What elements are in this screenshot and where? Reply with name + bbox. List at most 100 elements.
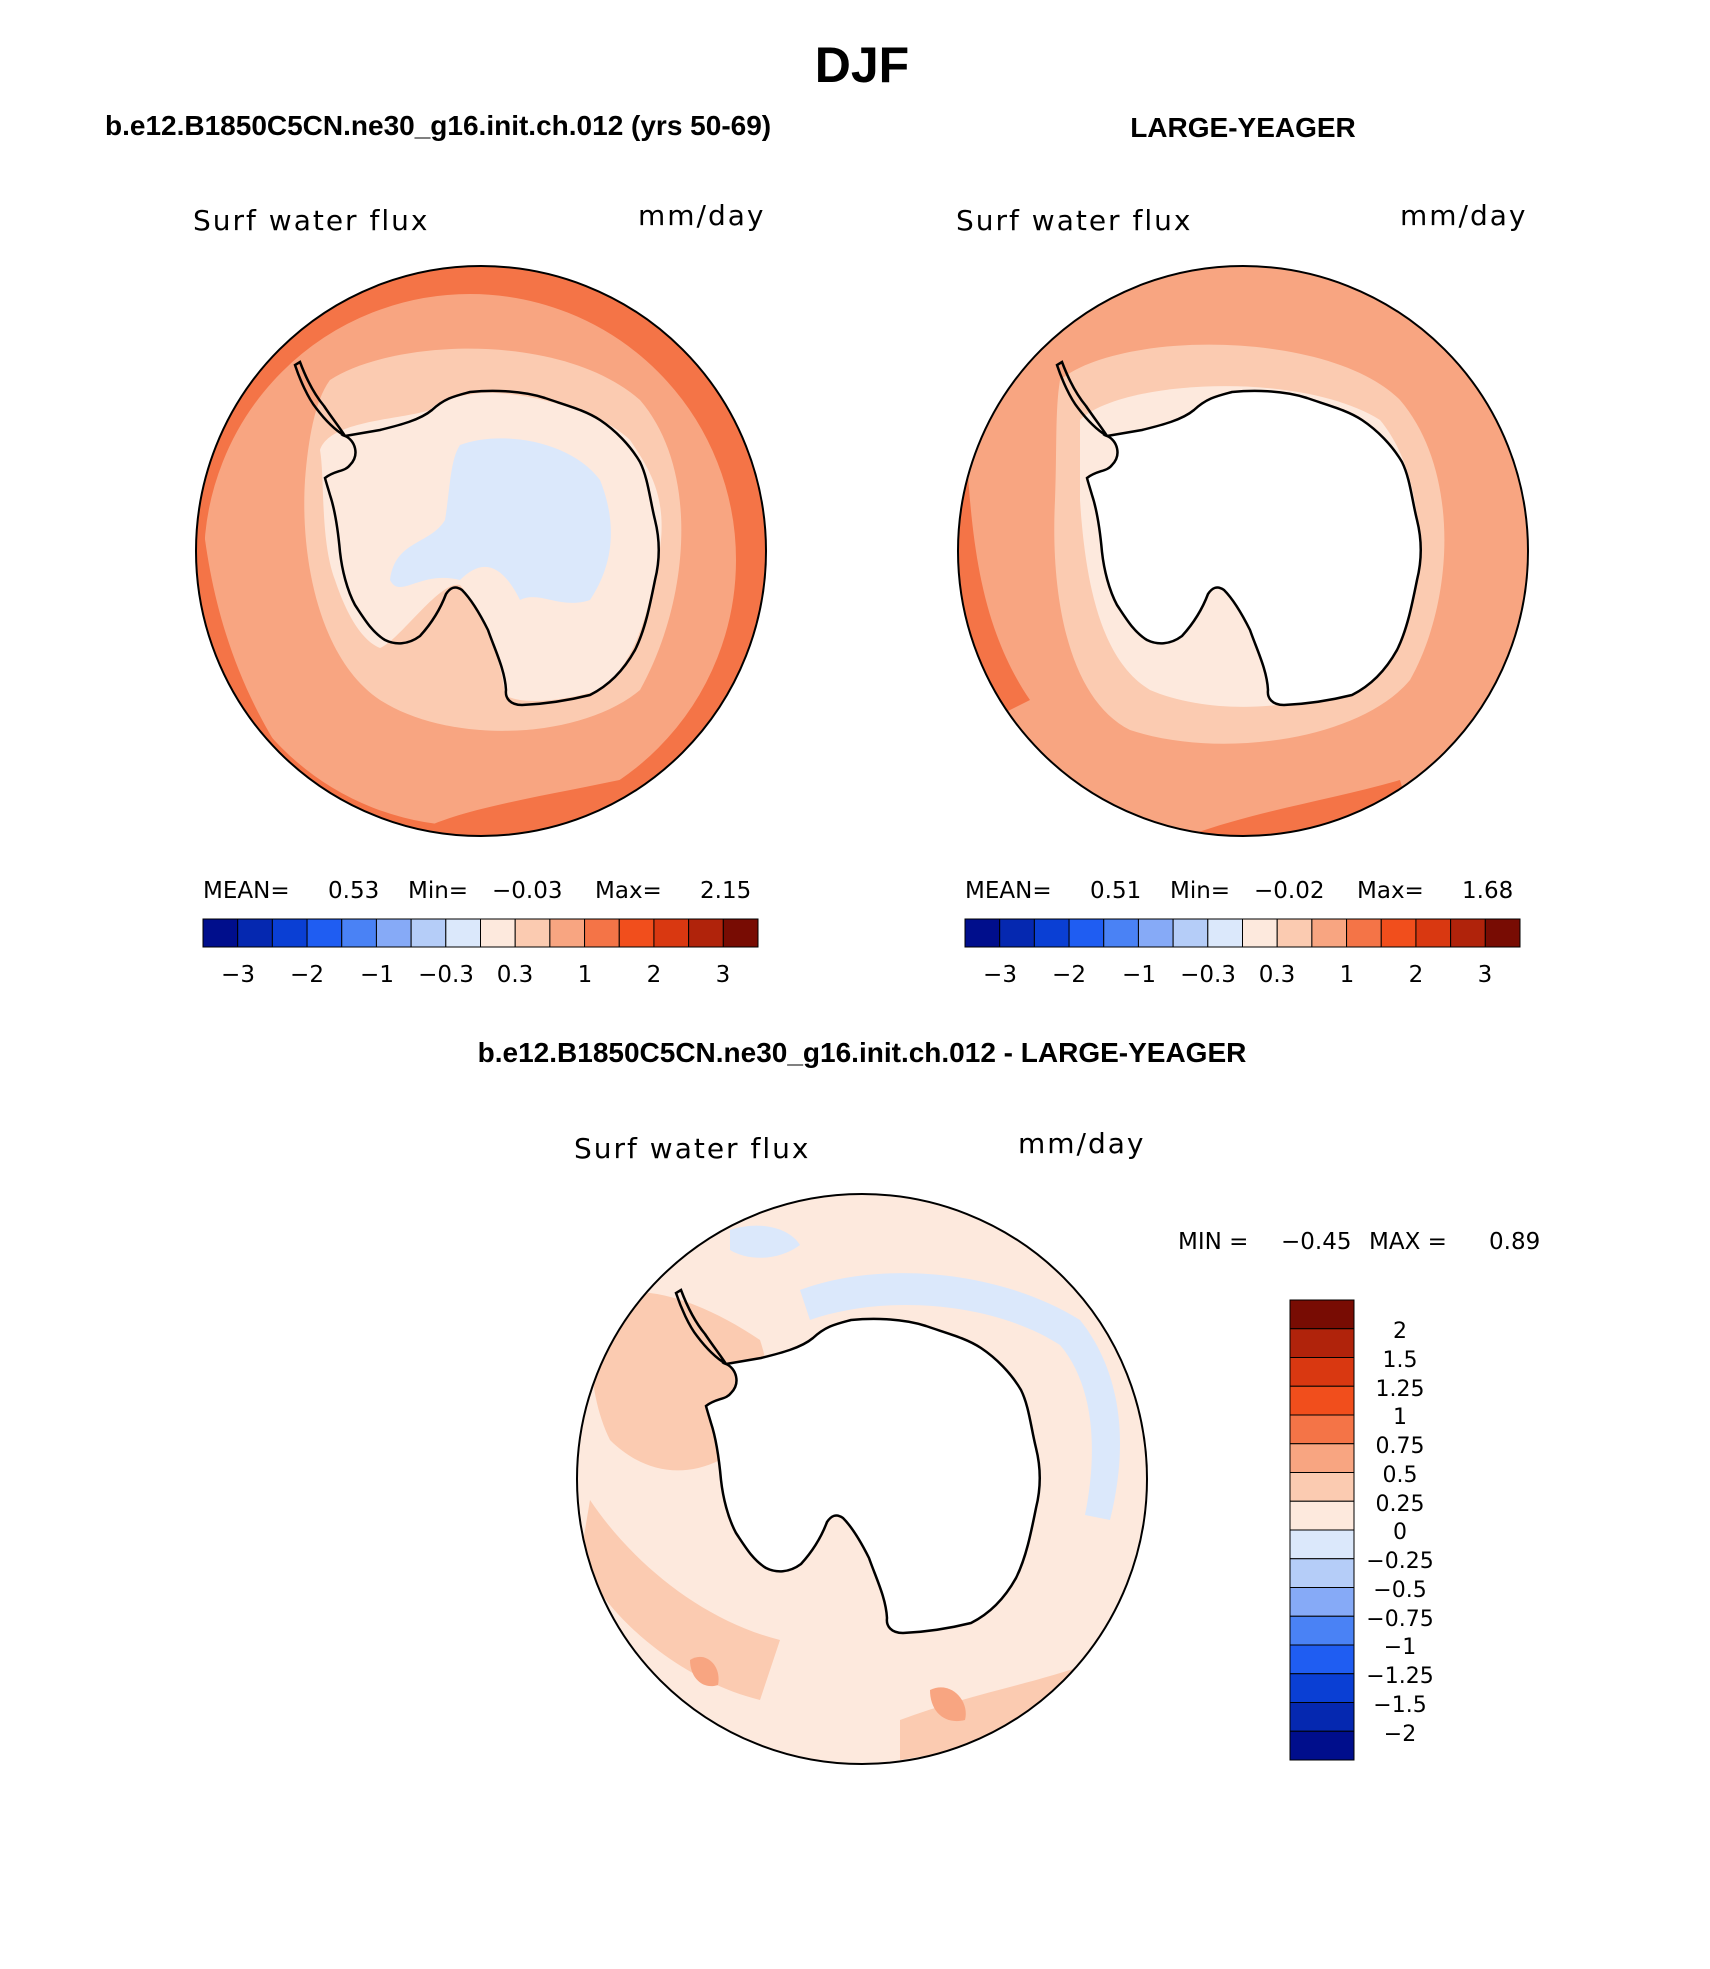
diff-colorbar-swatch <box>1289 1357 1355 1387</box>
ctrl-outer-ring <box>196 266 766 836</box>
obs-colorbar-swatch <box>1207 918 1243 948</box>
obs-colorbar-labels: −3 −2 −1 −0.3 0.3 1 2 3 <box>983 962 1492 988</box>
ctrl-colorbar-swatch <box>688 918 724 948</box>
diff-cb-label: 0 <box>1393 1520 1407 1545</box>
ctrl-colorbar-swatch <box>618 918 655 948</box>
panel-ctrl-map <box>196 266 766 836</box>
panel-diff-variable: Surf water flux <box>574 1132 810 1165</box>
diff-southeast-strong-positive <box>930 1687 966 1722</box>
diff-land-mask <box>704 1317 1041 1635</box>
diff-east-negative-arc <box>800 1273 1120 1520</box>
diff-colorbar-swatch <box>1289 1472 1355 1502</box>
diff-colorbar-swatch <box>1289 1328 1355 1358</box>
panel-diff-units: mm/day <box>1018 1127 1146 1160</box>
obs-colorbar-swatch <box>1068 918 1105 948</box>
ctrl-interior-negative <box>390 438 611 603</box>
obs-cb-label: 0.3 <box>1259 962 1296 988</box>
ctrl-max-label: Max= <box>595 878 662 904</box>
obs-colorbar-swatch <box>1380 918 1417 948</box>
obs-colorbar-swatch <box>999 918 1035 948</box>
ctrl-colorbar-swatch <box>341 918 377 948</box>
obs-max-label: Max= <box>1357 878 1424 904</box>
diff-colorbar-swatch <box>1289 1558 1355 1588</box>
ctrl-cb-label: −0.3 <box>418 962 474 988</box>
ctrl-max-value: 2.15 <box>700 878 751 904</box>
obs-colorbar-swatch <box>1484 918 1521 948</box>
diff-colorbar-swatch <box>1289 1385 1355 1416</box>
diff-cb-label: 0.25 <box>1376 1492 1425 1517</box>
panel-obs-map <box>958 266 1528 836</box>
obs-cb-label: −1 <box>1122 962 1156 988</box>
obs-min-value: −0.02 <box>1254 878 1324 904</box>
diff-cb-label: −0.25 <box>1366 1549 1433 1574</box>
ctrl-colorbar-swatch <box>722 918 759 948</box>
panel-diff: Surf water flux mm/day MIN = −0.45 MAX =… <box>574 1127 1540 1765</box>
ctrl-map-border <box>195 265 767 837</box>
panel-ctrl-variable: Surf water flux <box>193 204 429 237</box>
ctrl-cb-label: −2 <box>290 962 324 988</box>
ctrl-colorbar-swatch <box>480 918 516 948</box>
obs-peninsula-coast <box>1055 360 1109 438</box>
ctrl-colorbar-swatch <box>445 918 481 948</box>
diff-cb-label: 1 <box>1393 1405 1407 1430</box>
ctrl-colorbar-swatch <box>514 918 551 948</box>
panel-ctrl: Surf water flux mm/day MEAN= 0.53 Min= −… <box>193 199 767 988</box>
obs-colorbar-swatch <box>1172 918 1209 948</box>
obs-colorbar <box>964 918 1521 948</box>
obs-colorbar-swatch <box>1242 918 1278 948</box>
ctrl-min-value: −0.03 <box>492 878 562 904</box>
ctrl-colorbar-labels: −3 −2 −1 −0.3 0.3 1 2 3 <box>221 962 730 988</box>
ctrl-colorbar-swatch <box>202 918 239 948</box>
ctrl-colorbar-swatch <box>237 918 273 948</box>
obs-colorbar-swatch <box>1276 918 1313 948</box>
diff-southwest-positive-band <box>580 1500 780 1700</box>
obs-cb-label: −2 <box>1052 962 1086 988</box>
obs-cb-label: 3 <box>1478 962 1493 988</box>
diff-colorbar-swatch <box>1289 1615 1355 1646</box>
panel-obs-units: mm/day <box>1400 199 1528 232</box>
ctrl-coastline <box>323 389 660 707</box>
diff-max-value: 0.89 <box>1489 1229 1540 1255</box>
obs-colorbar-swatch <box>1415 918 1452 948</box>
obs-cb-label: 2 <box>1409 962 1424 988</box>
ctrl-cb-label: −3 <box>221 962 255 988</box>
obs-map-border <box>957 265 1529 837</box>
panel-diff-map <box>577 1194 1147 1764</box>
diff-colorbar-swatch <box>1289 1673 1355 1703</box>
diff-cb-label: −1 <box>1384 1635 1416 1660</box>
obs-cb-label: 1 <box>1340 962 1355 988</box>
diff-north-negative-patch <box>730 1225 800 1258</box>
diff-max-label: MAX = <box>1369 1229 1447 1255</box>
ctrl-colorbar <box>202 918 759 948</box>
ctrl-colorbar-swatch <box>375 918 412 948</box>
diff-colorbar-swatch <box>1289 1644 1355 1675</box>
diff-cb-label: −0.5 <box>1373 1578 1426 1603</box>
diff-colorbar-labels: 2 1.5 1.25 1 0.75 0.5 0.25 0 −0.25 −0.5 … <box>1366 1319 1433 1747</box>
diff-colorbar-swatch <box>1289 1587 1355 1617</box>
panel-obs-variable: Surf water flux <box>956 204 1192 237</box>
obs-colorbar-swatch <box>1033 918 1070 948</box>
ctrl-mean-value: 0.53 <box>328 878 379 904</box>
diff-peninsula-coast <box>674 1288 728 1366</box>
diff-cb-label: 2 <box>1393 1319 1407 1344</box>
diff-cb-label: −1.5 <box>1373 1693 1426 1718</box>
diff-colorbar <box>1289 1299 1355 1761</box>
top-right-case-title: LARGE-YEAGER <box>1130 112 1356 143</box>
diff-min-value: −0.45 <box>1281 1229 1351 1255</box>
obs-colorbar-swatch <box>1311 918 1348 948</box>
diff-cb-label: −2 <box>1384 1722 1416 1747</box>
diff-cb-label: 0.75 <box>1376 1434 1425 1459</box>
diff-cb-label: 1.25 <box>1376 1377 1425 1402</box>
obs-colorbar-swatch <box>1103 918 1139 948</box>
diff-southwest-strong-positive <box>690 1656 719 1687</box>
ctrl-cb-label: 1 <box>578 962 593 988</box>
ctrl-peninsula-coast <box>293 360 347 438</box>
ctrl-colorbar-swatch <box>410 918 447 948</box>
ctrl-cb-label: 0.3 <box>497 962 534 988</box>
diff-colorbar-swatch <box>1289 1702 1355 1732</box>
ctrl-cb-label: 3 <box>716 962 731 988</box>
panel-obs: Surf water flux mm/day MEAN= 0.51 Min= −… <box>956 199 1529 988</box>
diff-map-border <box>576 1193 1148 1765</box>
diff-cb-label: 1.5 <box>1383 1348 1418 1373</box>
